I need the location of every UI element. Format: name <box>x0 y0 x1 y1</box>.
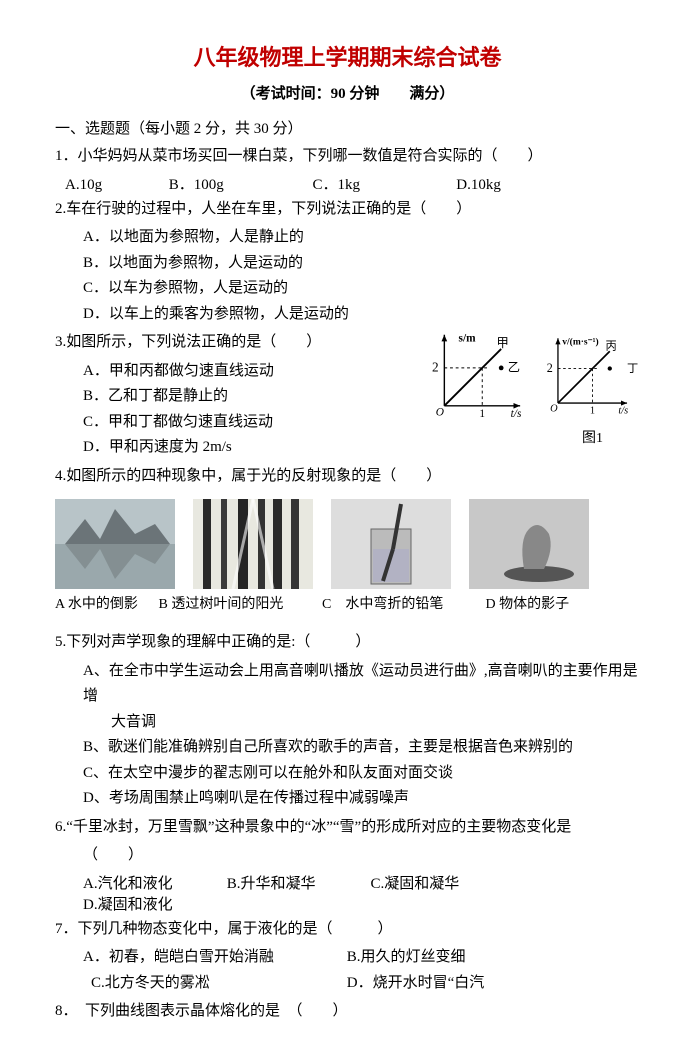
q4-cap-c: C 水中弯折的铅笔 <box>322 593 482 613</box>
svg-text:1: 1 <box>590 405 595 416</box>
q6-text1: 6.“千里冰封，万里雪飘”这种景象中的“冰”“雪”的形成所对应的主要物态变化是 <box>55 815 640 841</box>
svg-text:2: 2 <box>432 360 439 375</box>
svg-text:甲: 甲 <box>496 336 508 350</box>
page-subtitle: （考试时间：90 分钟 满分） <box>55 82 640 103</box>
q6-opt-a: A.汽化和液化 <box>83 872 223 893</box>
q4-img-c <box>331 499 451 589</box>
svg-text:t/s: t/s <box>618 405 628 416</box>
svg-text:t/s: t/s <box>511 408 522 420</box>
svg-text:s/m: s/m <box>459 332 477 344</box>
q2-opt-d: D．以车上的乘客为参照物，人是运动的 <box>55 302 640 328</box>
q1-opt-b: B．100g <box>169 173 309 194</box>
q3-text: 3.如图所示，下列说法正确的是（ ） <box>55 330 355 356</box>
q1-opt-c: C．1kg <box>313 173 453 194</box>
q6-opt-d: D.凝固和液化 <box>83 893 213 914</box>
q5-opt-d: D、考场周围禁止鸣喇叭是在传播过程中减弱噪声 <box>55 786 640 812</box>
q7-opt-a: A．初春，皑皑白雪开始消融 <box>83 945 343 971</box>
q1-options: A.10g B．100g C．1kg D.10kg <box>55 173 640 194</box>
q3-opt-a: A．甲和丙都做匀速直线运动 <box>55 359 355 385</box>
q7-row1: A．初春，皑皑白雪开始消融 B.用久的灯丝变细 <box>55 945 640 971</box>
q1-opt-a: A.10g <box>65 177 165 194</box>
q5-opt-a1: A、在全市中学生运动会上用高音喇叭播放《运动员进行曲》,高音喇叭的主要作用是增 <box>55 659 640 710</box>
q4-img-d <box>469 499 589 589</box>
q2-opt-b: B．以地面为参照物，人是运动的 <box>55 251 640 277</box>
q7-opt-c: C.北方冬天的雾凇 <box>83 971 343 997</box>
svg-text:O: O <box>436 406 444 418</box>
q2-opt-c: C．以车为参照物，人是运动的 <box>55 276 640 302</box>
q6-opt-c: C.凝固和凝华 <box>371 872 511 893</box>
q5-text: 5.下列对声学现象的理解中正确的是:（ ） <box>55 630 640 656</box>
q3-opt-c: C．甲和丁都做匀速直线运动 <box>55 410 355 436</box>
svg-text:v/(m·s⁻¹): v/(m·s⁻¹) <box>562 336 598 347</box>
chart-left-wrap: s/m t/s 2 1 O 甲 乙 <box>430 330 525 447</box>
q4-img-a <box>55 499 175 589</box>
q4-cap-a: A 水中的倒影 <box>55 593 155 613</box>
svg-text:丙: 丙 <box>605 341 616 353</box>
q7-text: 7．下列几种物态变化中，属于液化的是（ ） <box>55 917 640 943</box>
q2-text: 2.车在行驶的过程中，人坐在车里，下列说法正确的是（ ） <box>55 197 640 223</box>
q6-text2: （ ） <box>55 843 640 869</box>
figure-1-caption: 图1 <box>545 427 640 447</box>
q3-block: 3.如图所示，下列说法正确的是（ ） A．甲和丙都做匀速直线运动 B．乙和丁都是… <box>55 330 640 461</box>
q7-opt-d: D．烧开水时冒“白汽 <box>347 975 485 991</box>
q5-opt-a2: 大音调 <box>55 710 640 736</box>
svg-text:1: 1 <box>479 408 485 420</box>
q6-options: A.汽化和液化 B.升华和凝华 C.凝固和凝华 D.凝固和液化 <box>55 872 640 914</box>
q5-opt-c: C、在太空中漫步的翟志刚可以在舱外和队友面对面交谈 <box>55 761 640 787</box>
q1-text: 1．小华妈妈从菜市场买回一棵白菜，下列哪一数值是符合实际的（ ） <box>55 144 640 170</box>
q1-opt-d: D.10kg <box>456 177 556 194</box>
q4-captions: A 水中的倒影 B 透过树叶间的阳光 C 水中弯折的铅笔 D 物体的影子 <box>55 593 640 613</box>
chart-left: s/m t/s 2 1 O 甲 乙 <box>430 330 525 420</box>
q6-opt-b: B.升华和凝华 <box>227 872 367 893</box>
chart-right: v/(m·s⁻¹) t/s 2 1 O 丙 丁 <box>545 330 640 420</box>
spacer <box>55 613 640 627</box>
svg-text:乙: 乙 <box>508 361 520 375</box>
q2-opt-a: A．以地面为参照物，人是静止的 <box>55 225 640 251</box>
exam-page: 八年级物理上学期期末综合试卷 （考试时间：90 分钟 满分） 一、选题题（每小题… <box>0 0 695 1058</box>
q3-opt-d: D．甲和丙速度为 2m/s <box>55 435 355 461</box>
q4-img-b <box>193 499 313 589</box>
q7-row2: C.北方冬天的雾凇 D．烧开水时冒“白汽 <box>55 971 640 997</box>
q4-cap-d: D 物体的影子 <box>486 593 596 613</box>
q3-figure: s/m t/s 2 1 O 甲 乙 <box>430 330 640 447</box>
svg-text:2: 2 <box>547 361 553 375</box>
section-1-head: 一、选题题（每小题 2 分，共 30 分） <box>55 117 640 138</box>
q5-opt-b: B、歌迷们能准确辨别自己所喜欢的歌手的声音，主要是根据音色来辨别的 <box>55 735 640 761</box>
q4-cap-b: B 透过树叶间的阳光 <box>159 593 319 613</box>
q4-text: 4.如图所示的四种现象中，属于光的反射现象的是（ ） <box>55 464 640 490</box>
q7-opt-b: B.用久的灯丝变细 <box>347 949 466 965</box>
svg-text:O: O <box>550 404 558 415</box>
chart-right-wrap: v/(m·s⁻¹) t/s 2 1 O 丙 丁 图1 <box>545 330 640 447</box>
q3-opt-b: B．乙和丁都是静止的 <box>55 384 355 410</box>
q8-text: 8． 下列曲线图表示晶体熔化的是 （ ） <box>55 999 640 1025</box>
svg-text:丁: 丁 <box>627 363 638 375</box>
q4-images <box>55 499 640 589</box>
page-title: 八年级物理上学期期末综合试卷 <box>55 40 640 72</box>
